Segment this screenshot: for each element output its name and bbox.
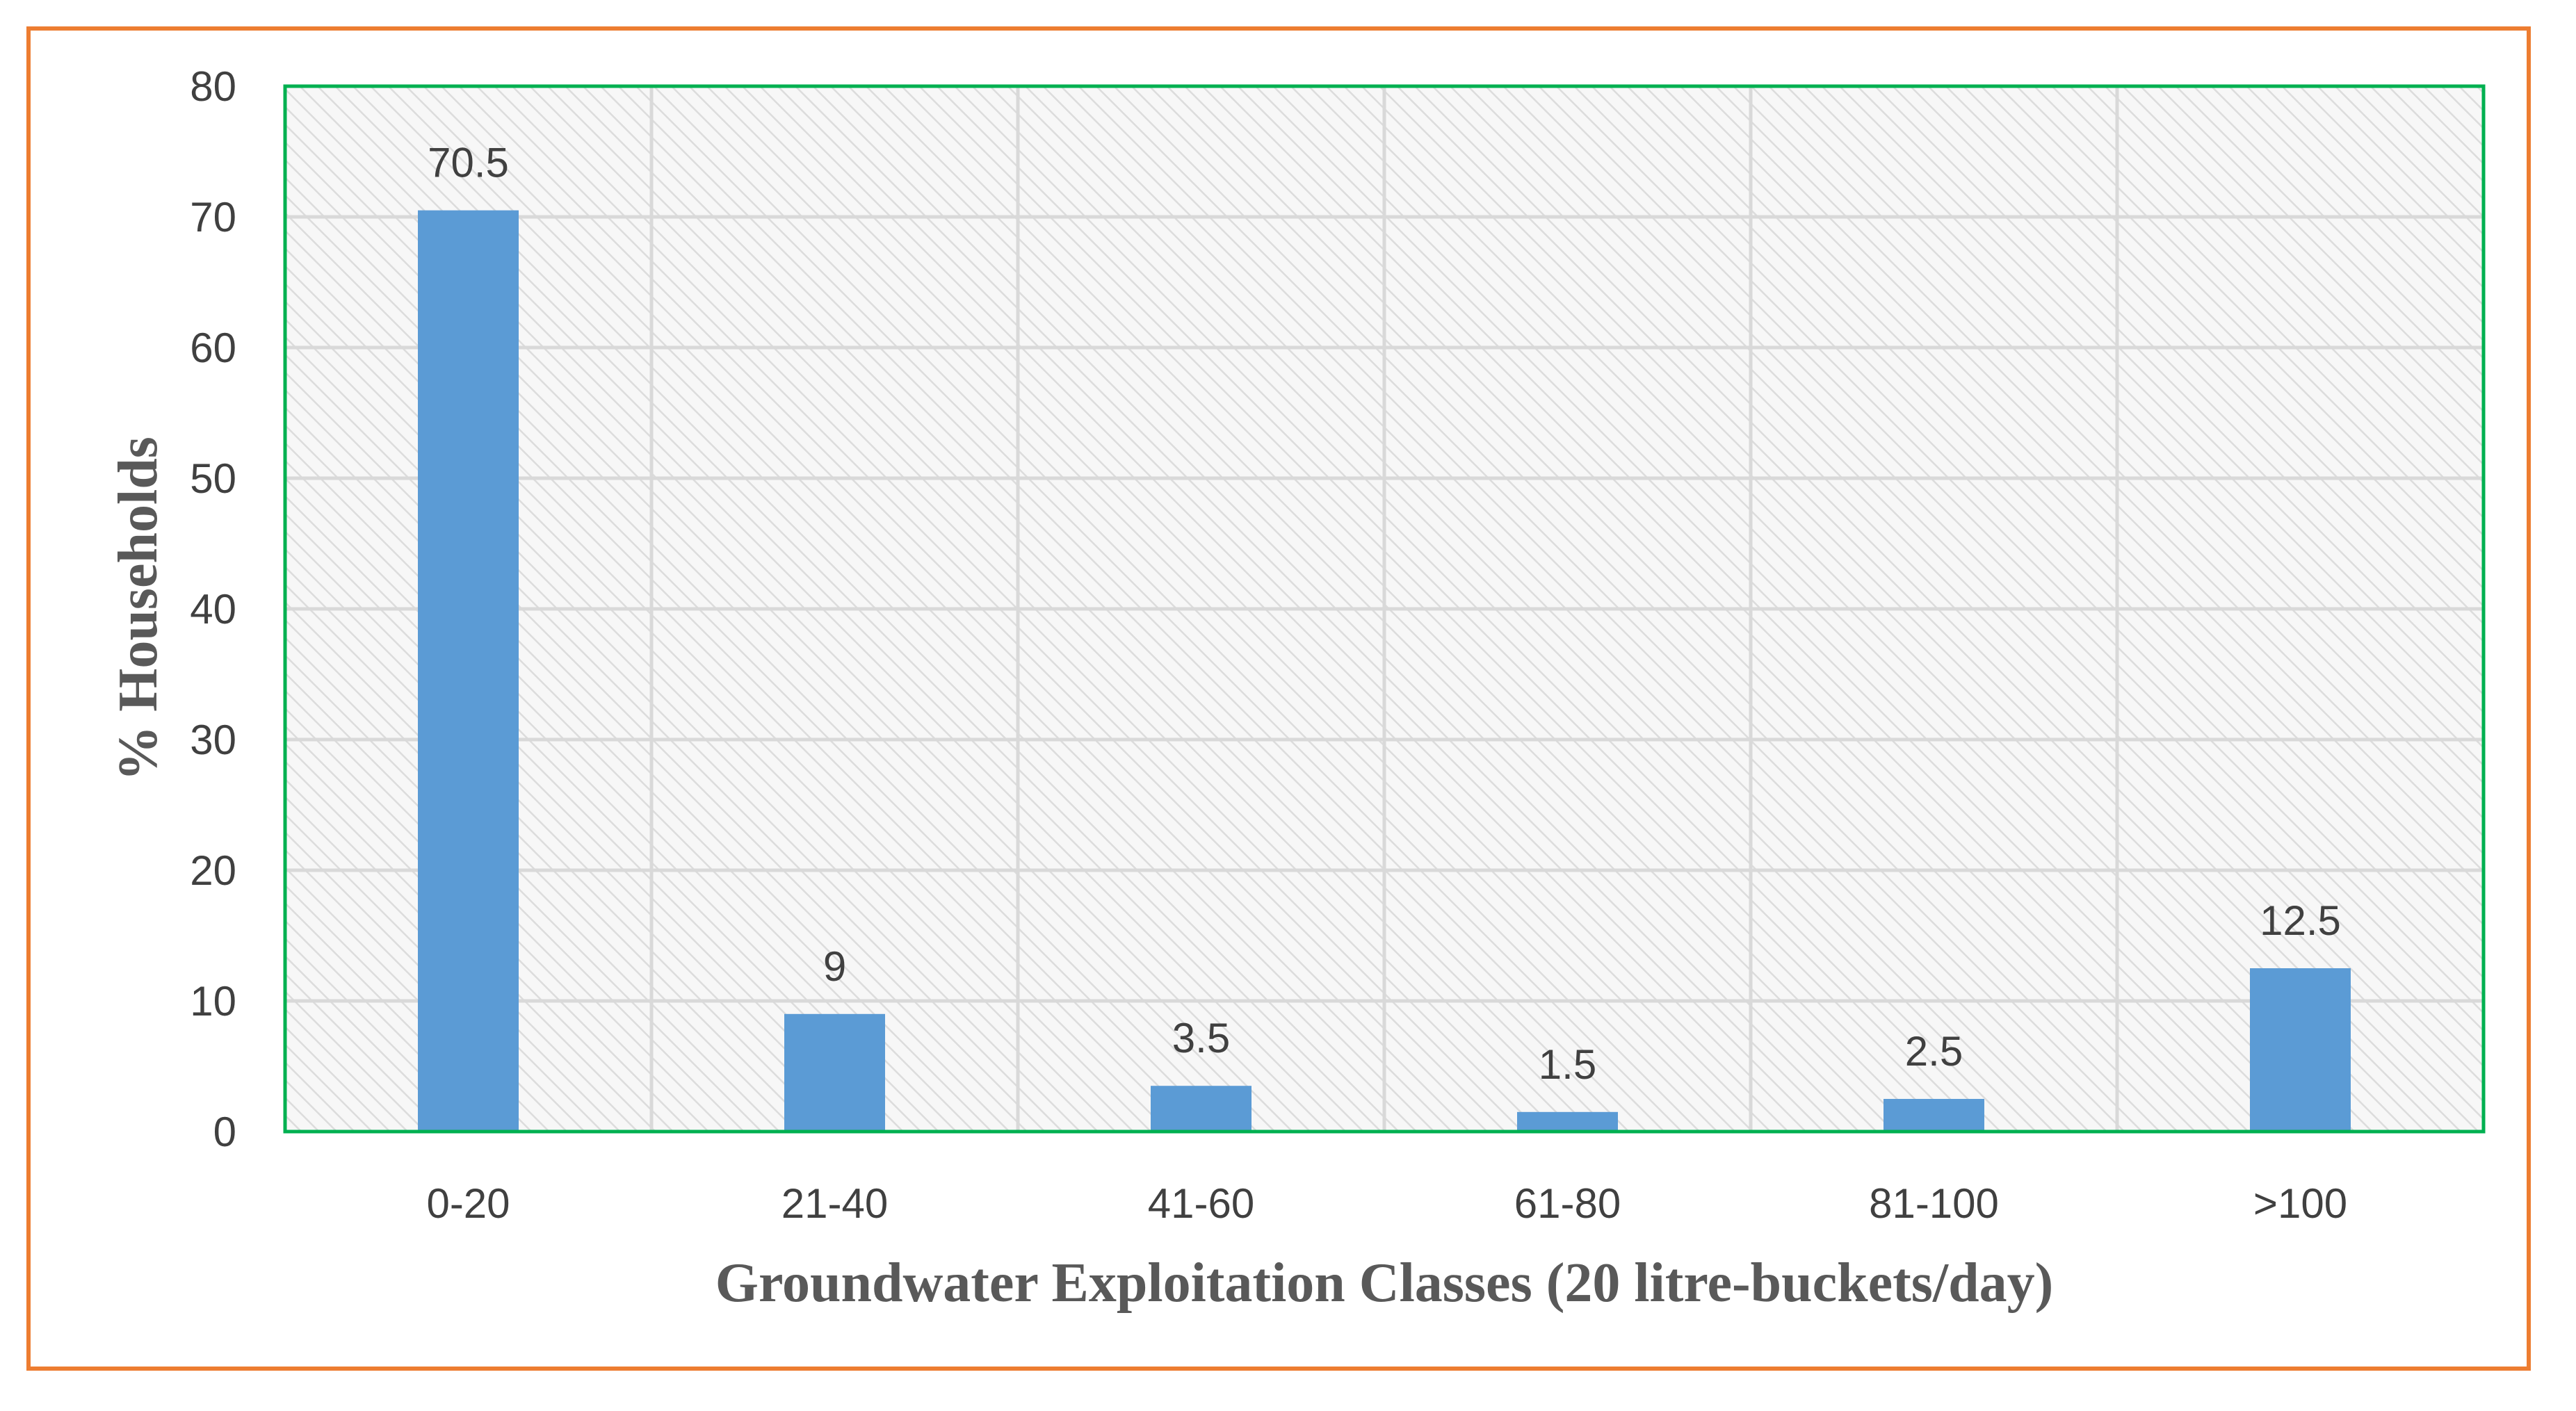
data-label: 3.5	[1172, 1015, 1230, 1061]
data-label: 12.5	[2260, 897, 2341, 944]
y-tick-label: 70	[190, 194, 236, 240]
y-tick-label: 0	[213, 1109, 236, 1155]
y-tick-label: 50	[190, 455, 236, 502]
bar-0-20	[418, 210, 519, 1132]
data-label: 1.5	[1539, 1041, 1596, 1088]
bar-81-100	[1884, 1099, 1984, 1132]
bar-41-60	[1151, 1086, 1251, 1132]
y-tick-label: 40	[190, 586, 236, 633]
x-tick-label: 0-20	[426, 1180, 510, 1227]
plot-area-border	[283, 84, 2486, 1134]
x-axis-title: Groundwater Exploitation Classes (20 lit…	[715, 1253, 2054, 1314]
bars	[418, 210, 2351, 1132]
bar-61-80	[1517, 1111, 1618, 1132]
data-labels: 70.5 9 3.5 1.5 2.5 12.5	[428, 140, 2341, 1088]
data-label: 2.5	[1905, 1028, 1963, 1075]
y-tick-label: 30	[190, 717, 236, 763]
x-tick-label: 61-80	[1514, 1180, 1621, 1227]
y-tick-labels: 0 10 20 30 40 50 60 70 80	[190, 63, 236, 1155]
y-tick-label: 20	[190, 847, 236, 894]
x-tick-labels: 0-20 21-40 41-60 61-80 81-100 >100	[426, 1180, 2347, 1227]
y-tick-label: 60	[190, 325, 236, 371]
x-tick-label: 81-100	[1869, 1180, 1999, 1227]
bar-21-40	[784, 1013, 885, 1132]
x-tick-label: >100	[2253, 1180, 2347, 1227]
y-tick-label: 80	[190, 63, 236, 110]
data-label: 9	[823, 943, 846, 990]
x-tick-label: 41-60	[1148, 1180, 1254, 1227]
y-axis-title: % Households	[108, 437, 169, 781]
bar->100	[2250, 968, 2351, 1132]
gridlines	[285, 84, 2484, 1134]
x-tick-label: 21-40	[781, 1180, 888, 1227]
y-tick-label: 10	[190, 978, 236, 1025]
data-label: 70.5	[428, 140, 509, 186]
